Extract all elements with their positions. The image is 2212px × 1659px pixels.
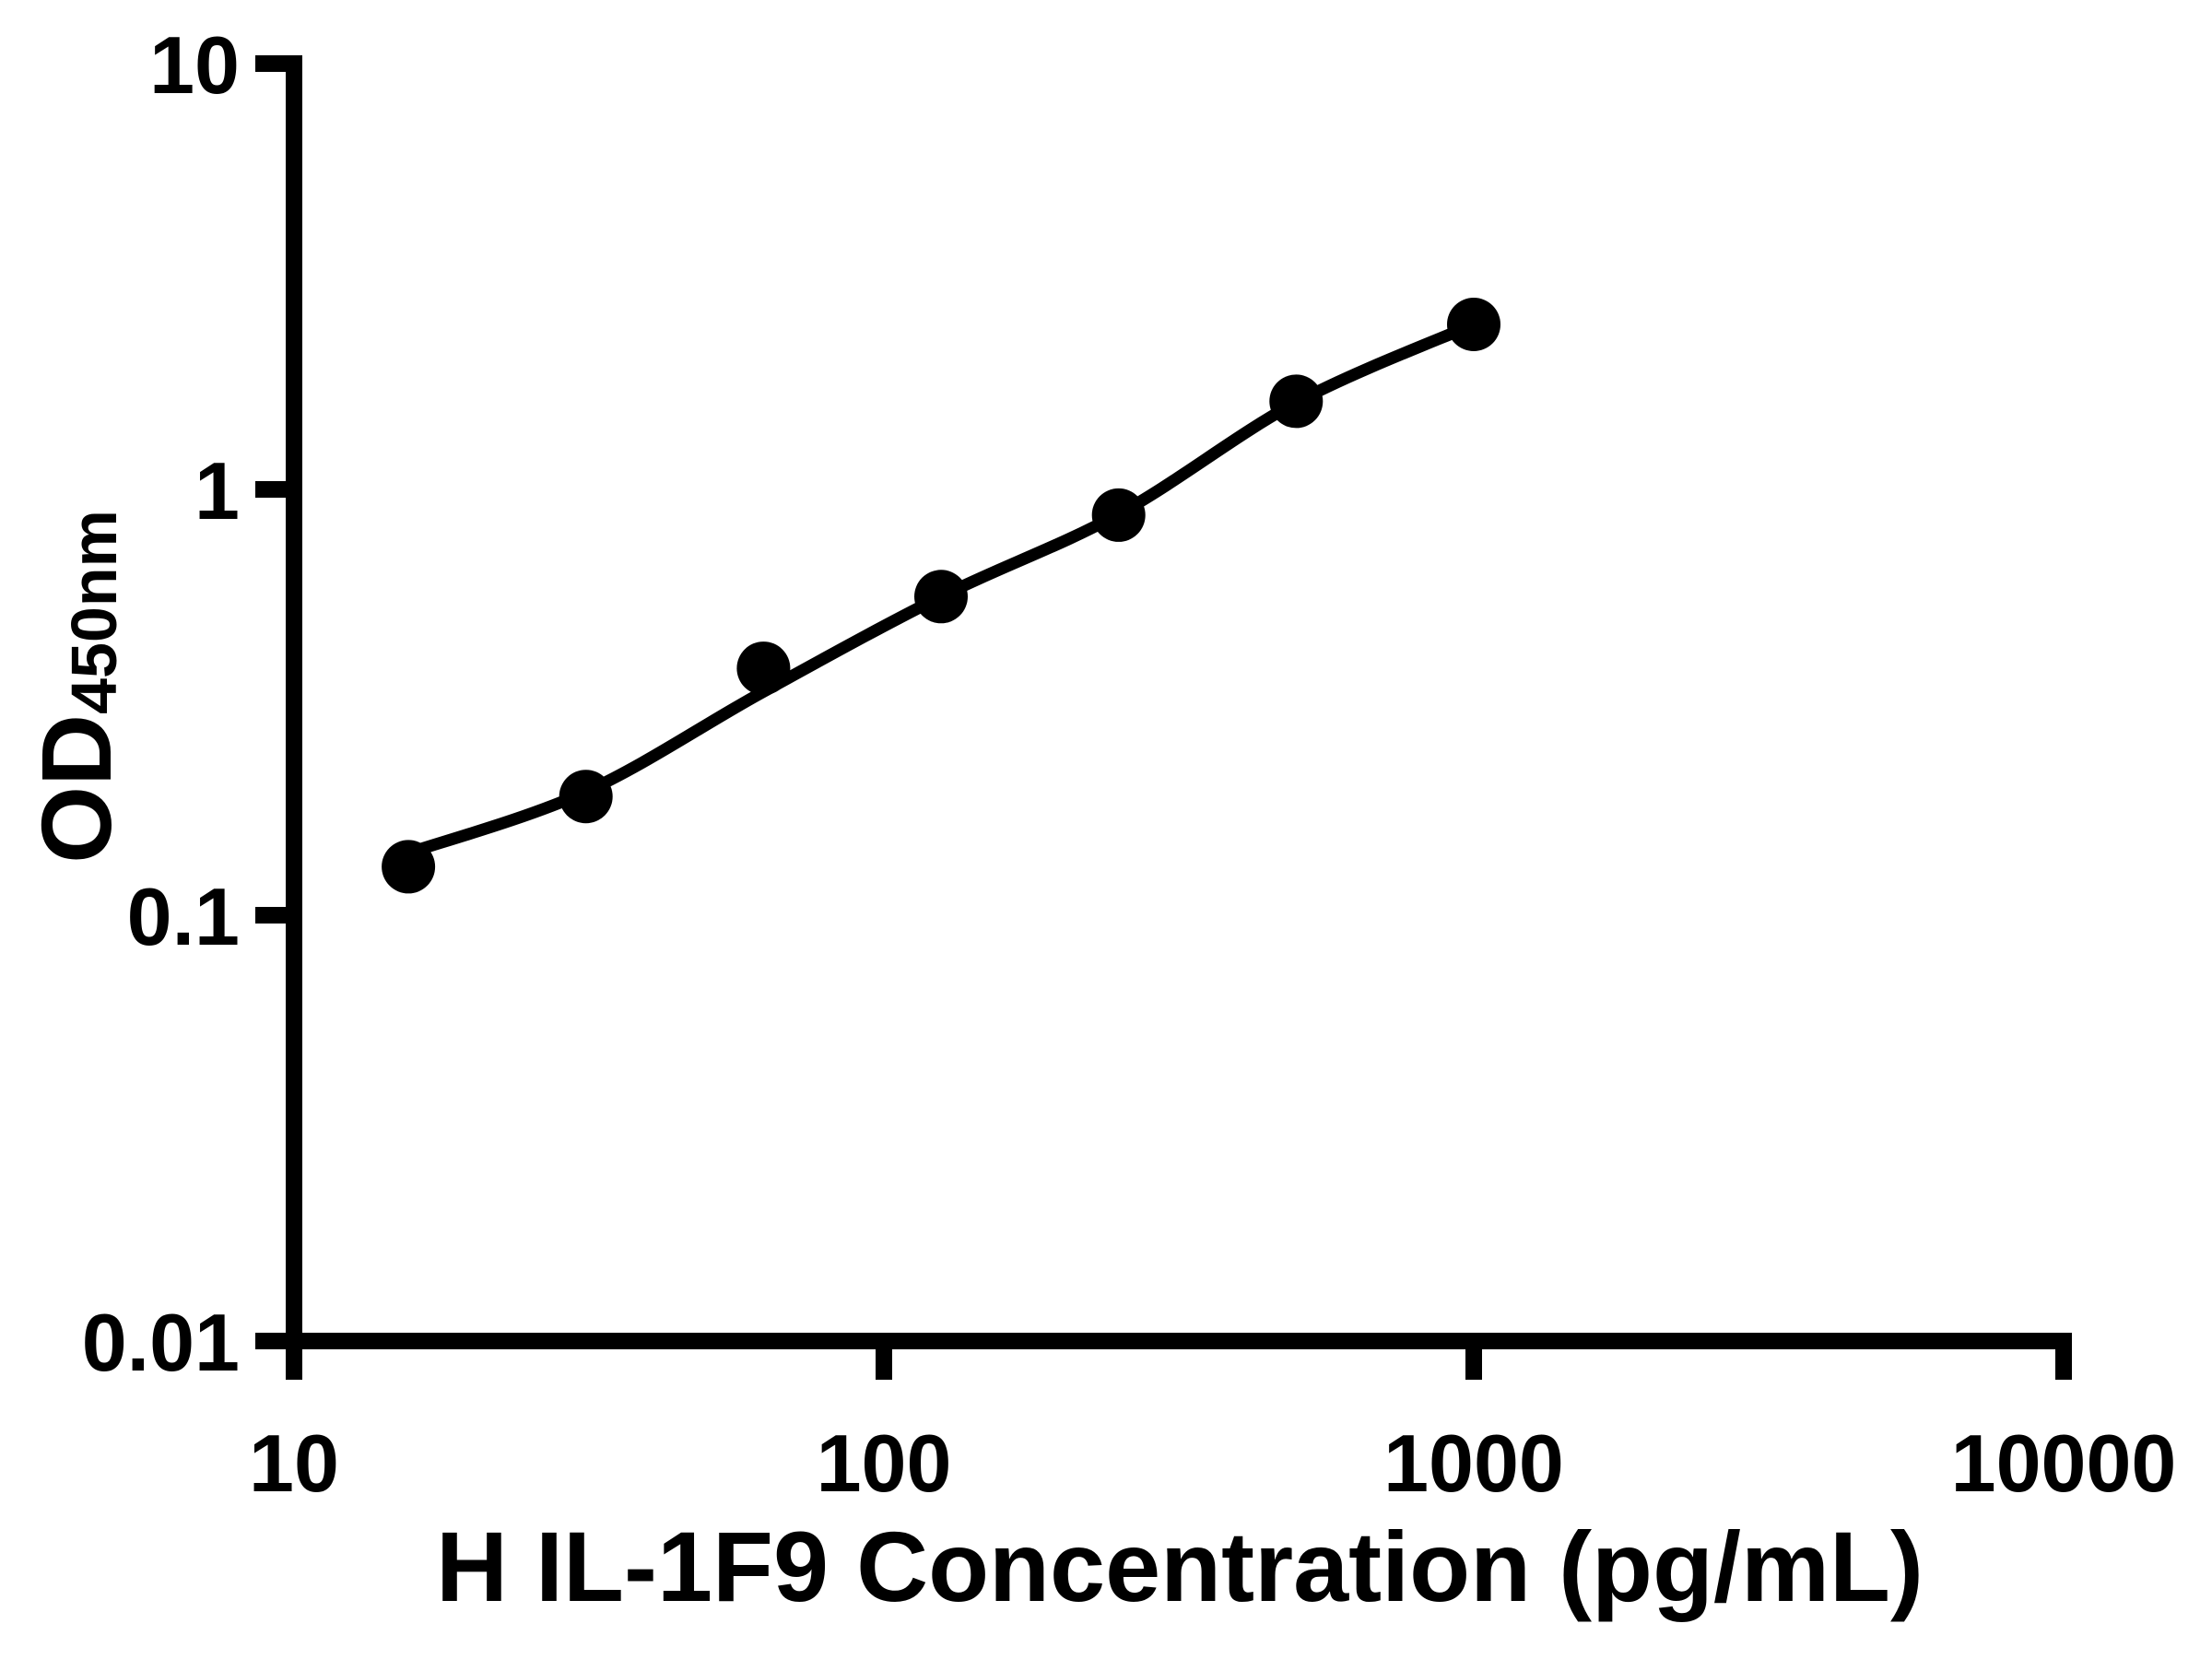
x-tick-label: 10000	[1951, 1418, 2177, 1509]
x-tick-label: 1000	[1383, 1418, 1564, 1509]
x-axis-title: H IL-1F9 Concentration (pg/mL)	[436, 1511, 1924, 1622]
y-tick-label: 1	[194, 445, 240, 536]
y-tick-label: 0.01	[82, 1297, 240, 1388]
y-axis-title-base: OD	[20, 714, 132, 864]
data-point	[1269, 374, 1324, 429]
data-point	[559, 770, 613, 824]
data-point	[914, 570, 968, 624]
y-axis-title-subscript: 450nm	[58, 510, 130, 714]
x-axis-ticks: 10 100 1000 10000	[249, 1341, 2176, 1509]
y-axis-title: OD450nm	[20, 510, 132, 864]
data-point	[736, 641, 791, 696]
data-point	[1091, 488, 1146, 542]
x-tick-label: 100	[817, 1418, 952, 1509]
x-tick-label: 10	[249, 1418, 339, 1509]
y-tick-label: 10	[149, 19, 240, 111]
data-point	[382, 840, 436, 894]
y-tick-label: 0.1	[127, 871, 240, 962]
data-point-layer	[382, 298, 1500, 894]
data-point	[1447, 298, 1500, 351]
y-axis-ticks: 10 1 0.1 0.01	[82, 19, 294, 1388]
